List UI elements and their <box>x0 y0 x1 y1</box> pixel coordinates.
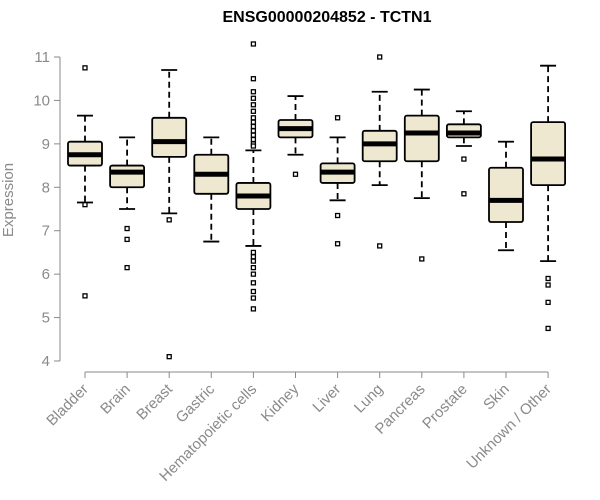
outlier-point <box>82 65 88 71</box>
outlier-point <box>250 76 257 82</box>
outlier-point <box>82 202 88 208</box>
outlier-point <box>124 236 130 243</box>
x-tick-label: Prostate <box>419 381 471 433</box>
x-tick-label: Skin <box>480 381 513 414</box>
box-group <box>319 115 356 247</box>
outlier-point <box>250 258 257 264</box>
y-tick-label: 7 <box>42 223 50 240</box>
outlier-point <box>461 156 467 162</box>
y-tick-label: 5 <box>42 310 50 327</box>
y-axis-label: Expression <box>0 163 17 237</box>
outlier-point <box>250 264 257 271</box>
outlier-point <box>250 143 257 149</box>
y-tick-label: 8 <box>42 179 50 196</box>
outlier-point <box>166 354 172 360</box>
outlier-point <box>250 128 257 134</box>
box-group <box>530 64 566 332</box>
box-group <box>488 140 524 252</box>
y-tick-label: 6 <box>42 266 50 283</box>
box-group <box>109 136 145 271</box>
outlier-point <box>334 212 341 219</box>
chart-title: ENSG00000204852 - TCTN1 <box>223 9 432 26</box>
outlier-point <box>250 89 257 95</box>
outlier-point <box>461 191 467 197</box>
outlier-point <box>250 102 257 108</box>
outlier-point <box>377 243 383 249</box>
outlier-point <box>250 41 257 47</box>
outlier-point <box>250 271 257 277</box>
boxes <box>67 41 566 360</box>
outlier-point <box>334 241 341 247</box>
y-tick-label: 11 <box>34 49 50 66</box>
outlier-point <box>250 123 257 130</box>
box-group <box>235 41 272 312</box>
outlier-point <box>82 293 88 299</box>
box-iqr <box>488 166 524 223</box>
outlier-point <box>250 95 257 101</box>
box-group <box>151 69 188 360</box>
box-iqr <box>403 114 440 163</box>
outlier-point <box>250 136 257 143</box>
y-tick-label: 9 <box>42 136 50 153</box>
x-tick-label: Bladder <box>43 381 92 430</box>
box-iqr <box>151 116 188 158</box>
outlier-point <box>334 115 341 121</box>
y-tick-label: 4 <box>42 353 50 370</box>
box-group <box>445 110 482 197</box>
outlier-point <box>250 288 257 295</box>
outlier-point <box>124 225 130 232</box>
box-group <box>403 88 440 262</box>
box-group <box>361 54 398 249</box>
outlier-point <box>377 54 383 60</box>
outlier-point <box>250 115 257 121</box>
outlier-point <box>250 249 257 256</box>
box-group <box>277 95 314 177</box>
outlier-point <box>419 256 425 262</box>
outlier-point <box>250 119 257 125</box>
outlier-point <box>250 132 257 138</box>
outlier-point <box>545 299 551 306</box>
outlier-point <box>166 217 172 223</box>
box-iqr <box>530 121 566 187</box>
outlier-point <box>545 275 551 282</box>
outlier-point <box>545 282 551 288</box>
outlier-point <box>292 171 299 177</box>
x-tick-label: Brain <box>97 381 134 418</box>
box-group <box>67 65 103 299</box>
outlier-point <box>250 280 257 286</box>
x-tick-label: Kidney <box>258 380 303 425</box>
outlier-point <box>124 264 130 271</box>
x-tick-label: Breast <box>133 380 176 423</box>
outlier-point <box>250 306 257 312</box>
x-tick-label: Lung <box>351 381 387 417</box>
outlier-point <box>250 254 257 260</box>
outlier-point <box>545 325 551 332</box>
y-tick-label: 10 <box>33 92 50 109</box>
outlier-point <box>250 295 257 301</box>
box-iqr <box>109 164 145 189</box>
x-tick-label: Liver <box>309 381 344 416</box>
box-group <box>193 136 230 243</box>
outlier-point <box>250 108 257 114</box>
